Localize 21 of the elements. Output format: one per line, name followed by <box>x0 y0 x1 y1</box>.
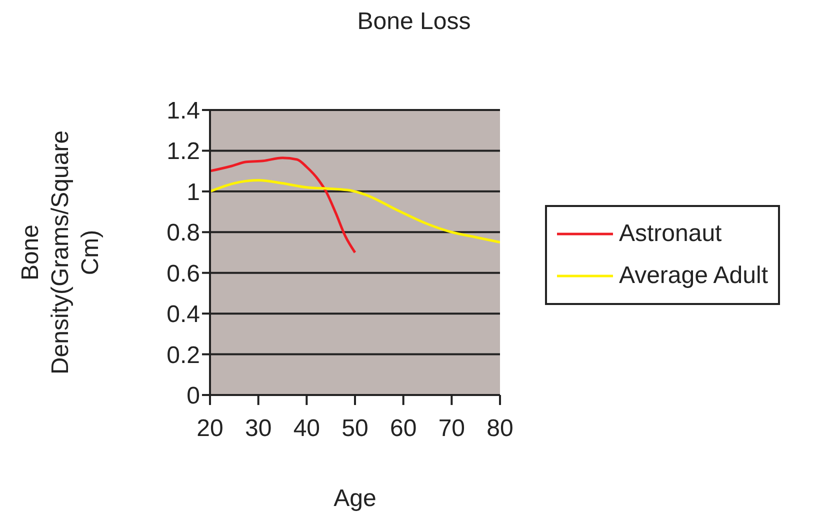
y-tick-label: 0.6 <box>166 260 200 288</box>
y-axis-title: Bone Density(Grams/Square Cm) <box>17 130 104 375</box>
x-tick-label: 40 <box>293 415 320 442</box>
y-tick-label: 0 <box>186 382 200 410</box>
y-tick-label: 0.2 <box>166 342 200 369</box>
y-tick-label: 0.8 <box>166 220 200 247</box>
x-tick-label: 60 <box>390 415 417 442</box>
y-tick-label: 1 <box>186 178 200 206</box>
x-tick-label: 20 <box>196 415 224 442</box>
x-tick-label: 30 <box>244 415 272 442</box>
chart-title: Bone Loss <box>356 8 472 36</box>
x-tick-label: 70 <box>438 415 466 442</box>
y-tick-label: 0.4 <box>166 301 200 328</box>
legend-label: Average Adult <box>619 262 768 290</box>
x-axis-title: Age <box>334 485 376 512</box>
x-tick-label: 50 <box>342 415 368 442</box>
legend-label: Astronaut <box>619 220 722 248</box>
y-tick-label: 1.2 <box>166 138 200 166</box>
x-tick-label: 80 <box>486 415 514 442</box>
y-tick-label: 1.4 <box>166 98 200 125</box>
line-series <box>210 156 356 254</box>
